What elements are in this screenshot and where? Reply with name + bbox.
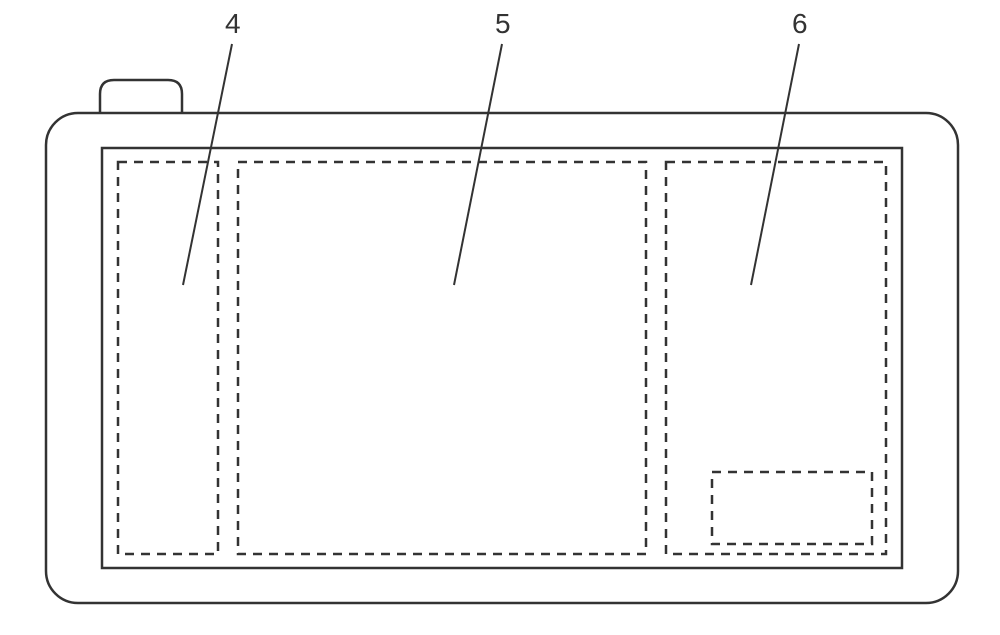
callout-label-6: 6 bbox=[792, 8, 808, 40]
callout-label-4: 4 bbox=[225, 8, 241, 40]
technical-diagram bbox=[0, 0, 1000, 635]
callout-label-5: 5 bbox=[495, 8, 511, 40]
